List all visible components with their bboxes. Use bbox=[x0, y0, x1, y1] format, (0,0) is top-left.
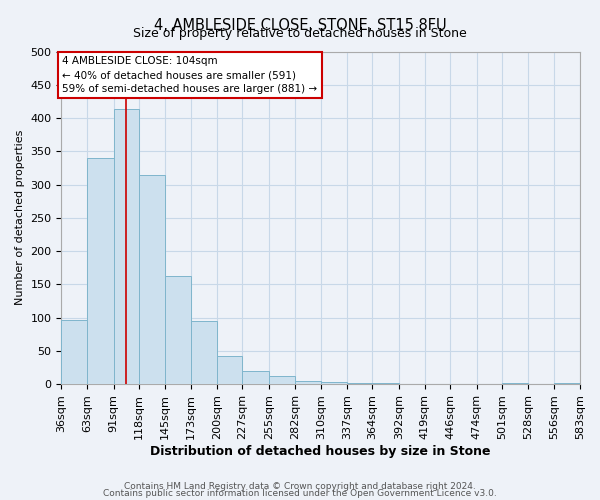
Text: Size of property relative to detached houses in Stone: Size of property relative to detached ho… bbox=[133, 28, 467, 40]
Bar bbox=[87, 158, 113, 384]
Bar bbox=[554, 383, 580, 384]
Bar bbox=[191, 321, 217, 384]
Text: 4 AMBLESIDE CLOSE: 104sqm
← 40% of detached houses are smaller (591)
59% of semi: 4 AMBLESIDE CLOSE: 104sqm ← 40% of detac… bbox=[62, 56, 317, 94]
Bar bbox=[321, 382, 347, 384]
Bar bbox=[347, 383, 373, 384]
Text: Contains HM Land Registry data © Crown copyright and database right 2024.: Contains HM Land Registry data © Crown c… bbox=[124, 482, 476, 491]
Bar bbox=[295, 381, 321, 384]
Bar bbox=[165, 276, 191, 384]
Bar bbox=[242, 372, 269, 384]
Bar bbox=[269, 376, 295, 384]
Bar bbox=[113, 110, 139, 384]
Bar bbox=[139, 175, 165, 384]
Bar bbox=[217, 356, 242, 384]
Text: 4, AMBLESIDE CLOSE, STONE, ST15 8FU: 4, AMBLESIDE CLOSE, STONE, ST15 8FU bbox=[154, 18, 446, 32]
Bar bbox=[502, 383, 528, 384]
X-axis label: Distribution of detached houses by size in Stone: Distribution of detached houses by size … bbox=[151, 444, 491, 458]
Bar bbox=[61, 320, 87, 384]
Y-axis label: Number of detached properties: Number of detached properties bbox=[15, 130, 25, 306]
Text: Contains public sector information licensed under the Open Government Licence v3: Contains public sector information licen… bbox=[103, 490, 497, 498]
